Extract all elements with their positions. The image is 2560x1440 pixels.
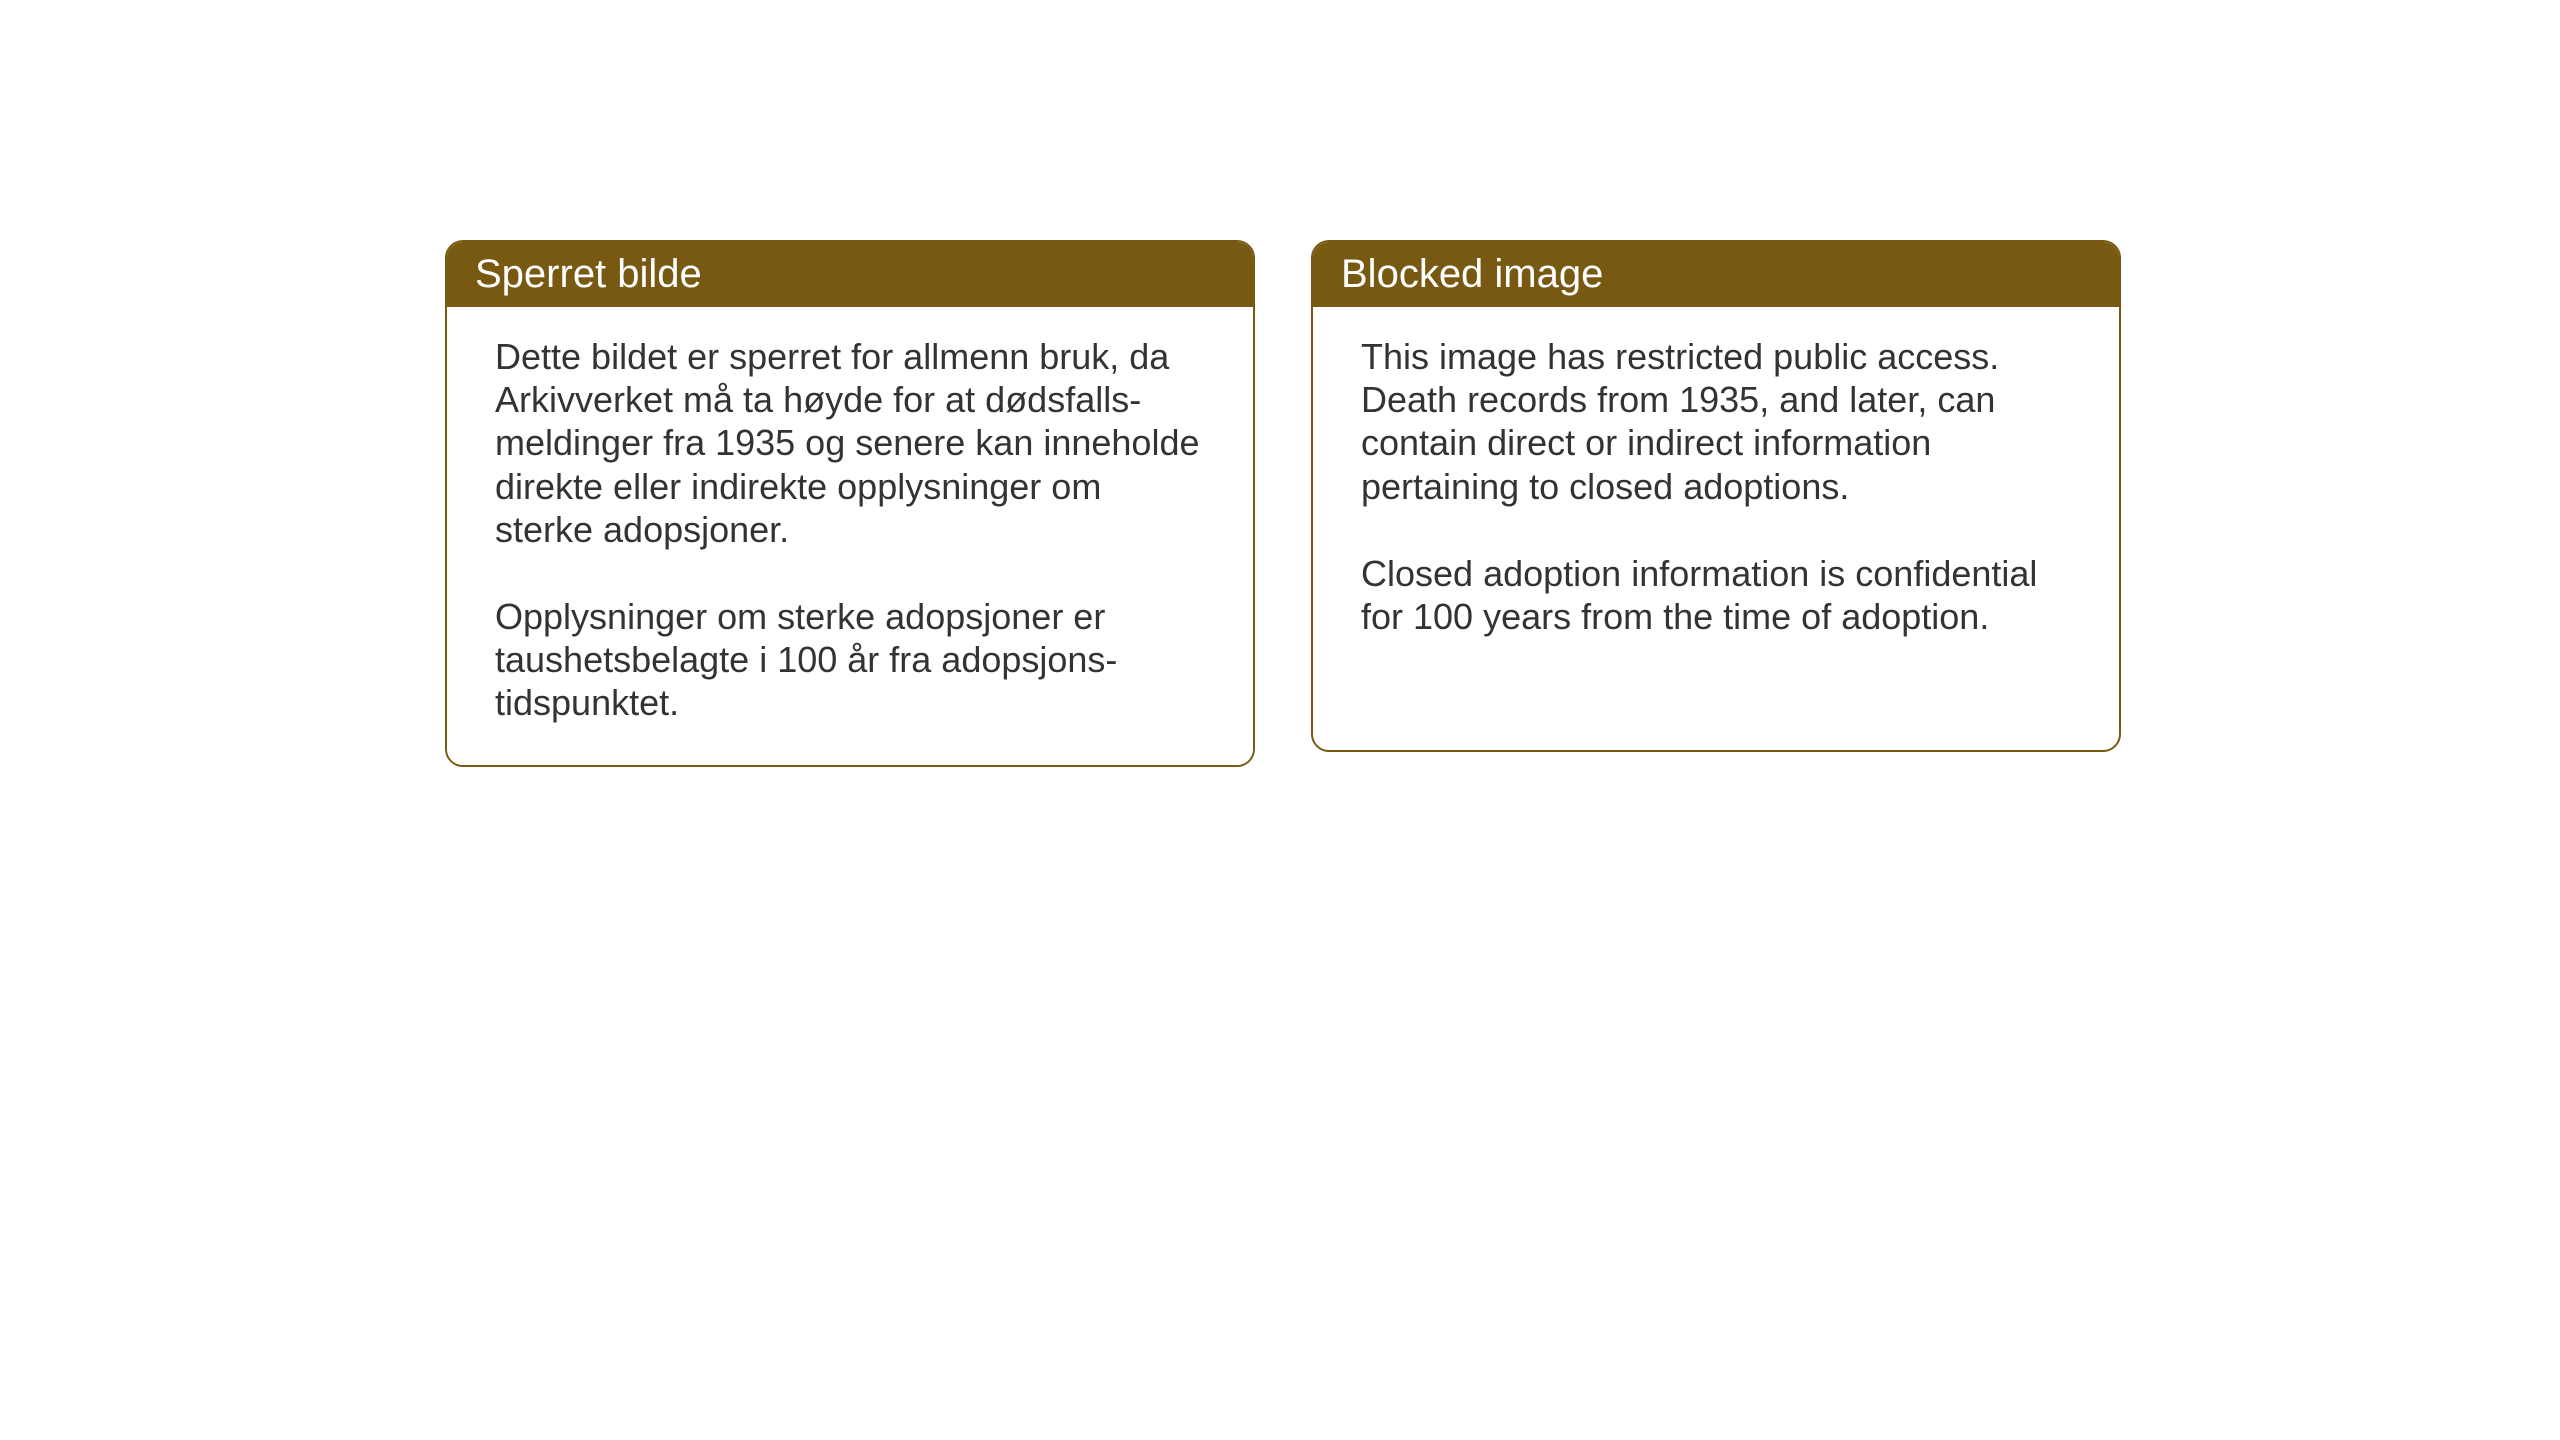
- card-header-norwegian: Sperret bilde: [447, 242, 1253, 307]
- card-body-norwegian: Dette bildet er sperret for allmenn bruk…: [447, 307, 1253, 765]
- notice-container: Sperret bilde Dette bildet er sperret fo…: [445, 240, 2121, 767]
- notice-card-norwegian: Sperret bilde Dette bildet er sperret fo…: [445, 240, 1255, 767]
- card-body-english: This image has restricted public access.…: [1313, 307, 2119, 678]
- card-paragraph-2-norwegian: Opplysninger om sterke adopsjoner er tau…: [495, 595, 1205, 725]
- card-title-english: Blocked image: [1341, 252, 1603, 296]
- card-paragraph-2-english: Closed adoption information is confident…: [1361, 552, 2071, 638]
- card-paragraph-1-norwegian: Dette bildet er sperret for allmenn bruk…: [495, 335, 1205, 551]
- card-paragraph-1-english: This image has restricted public access.…: [1361, 335, 2071, 508]
- notice-card-english: Blocked image This image has restricted …: [1311, 240, 2121, 752]
- card-title-norwegian: Sperret bilde: [475, 252, 702, 296]
- card-header-english: Blocked image: [1313, 242, 2119, 307]
